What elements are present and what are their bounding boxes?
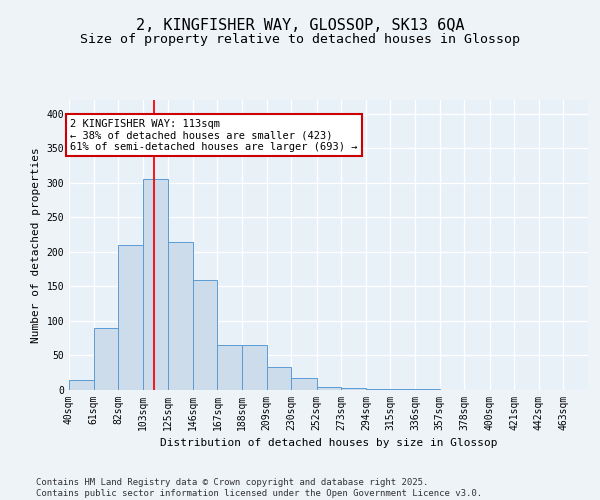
Bar: [94, 328, 118, 390]
Bar: [366, 388, 391, 390]
Bar: [169, 242, 193, 390]
Bar: [341, 388, 366, 390]
Text: 2, KINGFISHER WAY, GLOSSOP, SK13 6QA: 2, KINGFISHER WAY, GLOSSOP, SK13 6QA: [136, 18, 464, 32]
Bar: [266, 367, 291, 390]
Text: 2 KINGFISHER WAY: 113sqm
← 38% of detached houses are smaller (423)
61% of semi-: 2 KINGFISHER WAY: 113sqm ← 38% of detach…: [70, 118, 358, 152]
Text: Distribution of detached houses by size in Glossop: Distribution of detached houses by size …: [160, 438, 497, 448]
Text: Contains HM Land Registry data © Crown copyright and database right 2025.
Contai: Contains HM Land Registry data © Crown c…: [36, 478, 482, 498]
Y-axis label: Number of detached properties: Number of detached properties: [31, 147, 41, 343]
Bar: [291, 378, 317, 390]
Text: Size of property relative to detached houses in Glossop: Size of property relative to detached ho…: [80, 32, 520, 46]
Bar: [69, 380, 94, 390]
Bar: [317, 386, 341, 390]
Bar: [143, 180, 169, 390]
Bar: [217, 345, 242, 390]
Bar: [118, 245, 143, 390]
Bar: [193, 280, 217, 390]
Bar: [242, 345, 266, 390]
